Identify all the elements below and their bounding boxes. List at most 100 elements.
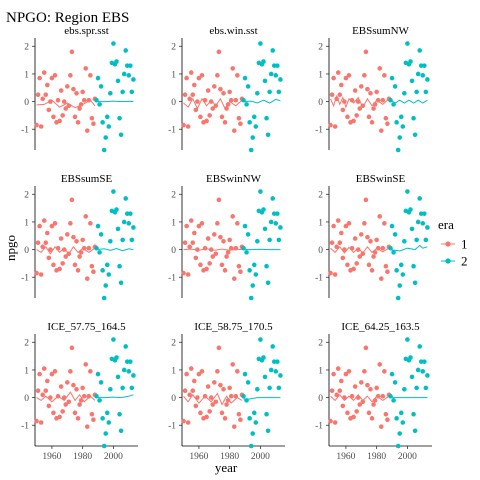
data-point-era2 — [128, 359, 133, 364]
data-point-era1 — [378, 424, 384, 429]
data-point-era1 — [216, 49, 222, 55]
fit-line — [390, 244, 428, 252]
data-point-era1 — [380, 393, 386, 399]
data-point-era1 — [44, 378, 50, 384]
data-point-era2 — [131, 77, 136, 82]
data-point-era2 — [114, 207, 119, 212]
data-point-era1 — [196, 223, 202, 229]
data-point-era1 — [377, 362, 383, 367]
data-point-era1 — [343, 75, 349, 81]
data-point-era1 — [235, 221, 240, 226]
data-point-era1 — [195, 247, 200, 252]
data-point-era1 — [338, 82, 344, 88]
data-point-era1 — [230, 214, 236, 219]
data-point-era1 — [363, 345, 369, 351]
data-point-era2 — [255, 387, 260, 392]
data-point-era1 — [225, 250, 231, 255]
data-point-era1 — [66, 399, 72, 405]
data-point-era1 — [44, 230, 50, 236]
data-point-era1 — [191, 378, 197, 384]
y-tick-label: 1 — [318, 70, 323, 80]
data-point-era1 — [199, 73, 205, 78]
data-point-era1 — [215, 73, 220, 78]
data-point-era2 — [255, 91, 260, 96]
data-point-era1 — [215, 221, 220, 226]
data-point-era2 — [415, 219, 421, 225]
y-tick-label: 0 — [24, 246, 29, 256]
data-point-era1 — [211, 232, 217, 237]
data-point-era2 — [255, 239, 260, 244]
data-point-era2 — [129, 385, 135, 391]
facet-strip-label: EBSsumNW — [352, 25, 409, 37]
data-point-era1 — [369, 268, 375, 273]
data-point-era2 — [405, 41, 410, 46]
data-point-era2 — [402, 239, 407, 244]
data-point-era1 — [222, 268, 228, 273]
data-point-era2 — [100, 268, 105, 273]
data-point-era1 — [58, 236, 64, 241]
data-point-era1 — [369, 416, 375, 421]
data-point-era1 — [340, 403, 346, 409]
data-point-era1 — [208, 247, 214, 252]
data-point-era2 — [248, 147, 254, 153]
data-point-era1 — [86, 393, 92, 399]
data-point-era1 — [38, 272, 44, 277]
x-tick-label: 1980 — [73, 452, 92, 462]
data-point-era1 — [187, 392, 192, 398]
data-point-era1 — [372, 250, 378, 255]
data-point-era2 — [392, 84, 398, 89]
data-point-era1 — [71, 86, 76, 92]
data-point-era1 — [60, 261, 65, 266]
data-point-era2 — [422, 63, 427, 68]
data-point-era1 — [231, 128, 237, 133]
data-point-era1 — [35, 388, 41, 393]
facet-grid: ebs.spr.sst-1012ebs.win.sst-1012EBSsumNW… — [21, 25, 432, 462]
data-point-era1 — [345, 114, 350, 120]
data-point-era1 — [84, 128, 90, 133]
data-point-era2 — [245, 380, 251, 385]
data-point-era1 — [66, 103, 72, 109]
data-point-era1 — [227, 237, 232, 243]
data-point-era2 — [264, 115, 269, 121]
data-point-era1 — [63, 402, 69, 407]
data-point-era1 — [198, 262, 203, 268]
data-point-era2 — [415, 71, 421, 77]
data-point-era2 — [270, 344, 276, 349]
data-point-era1 — [368, 91, 373, 96]
data-point-era1 — [207, 113, 212, 118]
data-point-era2 — [389, 223, 395, 229]
data-point-era2 — [389, 371, 395, 377]
data-point-era1 — [213, 251, 219, 257]
data-point-era1 — [351, 266, 356, 272]
y-tick-label: 0 — [318, 98, 323, 108]
data-point-era1 — [37, 371, 42, 377]
y-tick-label: 1 — [24, 70, 29, 80]
data-point-era1 — [219, 410, 225, 416]
data-point-era1 — [58, 88, 64, 93]
data-point-era2 — [94, 97, 99, 103]
data-point-era1 — [190, 388, 196, 393]
data-point-era1 — [205, 236, 211, 241]
y-tick-label: 0 — [24, 394, 29, 404]
x-tick-label: 2000 — [398, 452, 417, 462]
legend-key-point — [445, 258, 451, 264]
data-point-era1 — [221, 239, 226, 244]
data-point-era2 — [258, 189, 263, 194]
facet-strip-label: EBSsumSE — [61, 173, 113, 185]
data-point-era1 — [89, 411, 95, 417]
data-point-era2 — [104, 262, 110, 268]
data-point-era1 — [188, 70, 194, 75]
data-point-era2 — [98, 84, 104, 89]
data-point-era1 — [48, 99, 53, 104]
data-point-era1 — [375, 393, 381, 399]
y-tick-label: 2 — [171, 43, 176, 53]
data-point-era2 — [253, 124, 259, 129]
data-point-era2 — [270, 48, 276, 53]
facet-panel: EBSsumSE -1 0 1 2 — [21, 173, 136, 301]
y-tick-label: -1 — [315, 274, 323, 284]
data-point-era2 — [251, 114, 257, 120]
data-point-era2 — [120, 89, 125, 95]
data-point-era1 — [185, 272, 191, 277]
data-point-era1 — [190, 92, 196, 97]
data-point-era1 — [55, 245, 61, 251]
